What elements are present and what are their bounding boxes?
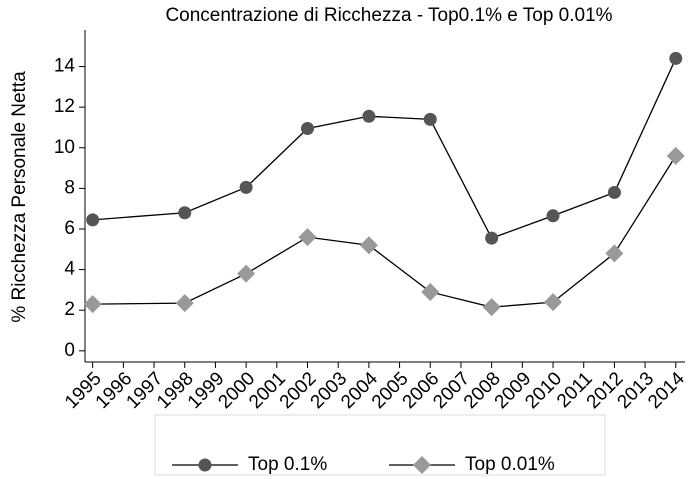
marker xyxy=(607,185,621,199)
y-tick-label: 4 xyxy=(64,259,75,280)
marker xyxy=(298,228,317,247)
marker xyxy=(421,282,440,301)
marker xyxy=(178,206,192,220)
chart-title: Concentrazione di Ricchezza - Top0.1% e … xyxy=(165,5,612,26)
y-tick-label: 6 xyxy=(64,218,75,239)
marker xyxy=(301,121,315,135)
marker xyxy=(175,294,194,313)
legend-label: Top 0.1% xyxy=(248,454,327,475)
y-tick-label: 12 xyxy=(54,96,75,117)
legend-marker xyxy=(198,458,212,472)
marker xyxy=(83,295,102,314)
y-tick-label: 8 xyxy=(64,177,75,198)
marker xyxy=(666,146,685,165)
y-tick-label: 0 xyxy=(64,340,75,361)
marker xyxy=(86,213,100,227)
x-tick-label: 2014 xyxy=(644,368,689,413)
marker xyxy=(359,236,378,255)
y-tick-label: 2 xyxy=(64,299,75,320)
marker xyxy=(362,109,376,123)
marker xyxy=(605,244,624,263)
marker xyxy=(669,51,683,65)
legend-marker xyxy=(413,456,431,474)
line xyxy=(92,58,677,239)
marker xyxy=(544,293,563,312)
marker xyxy=(239,180,253,194)
y-tick-label: 14 xyxy=(54,56,76,77)
marker xyxy=(485,231,499,245)
y-tick-label: 10 xyxy=(54,137,75,158)
line xyxy=(92,155,677,308)
y-axis-label: % Ricchezza Personale Netta xyxy=(9,71,30,323)
marker xyxy=(237,264,256,283)
marker xyxy=(546,209,560,223)
marker xyxy=(482,298,501,317)
legend-label: Top 0.01% xyxy=(465,454,555,475)
marker xyxy=(423,112,437,126)
legend-box xyxy=(154,414,606,476)
